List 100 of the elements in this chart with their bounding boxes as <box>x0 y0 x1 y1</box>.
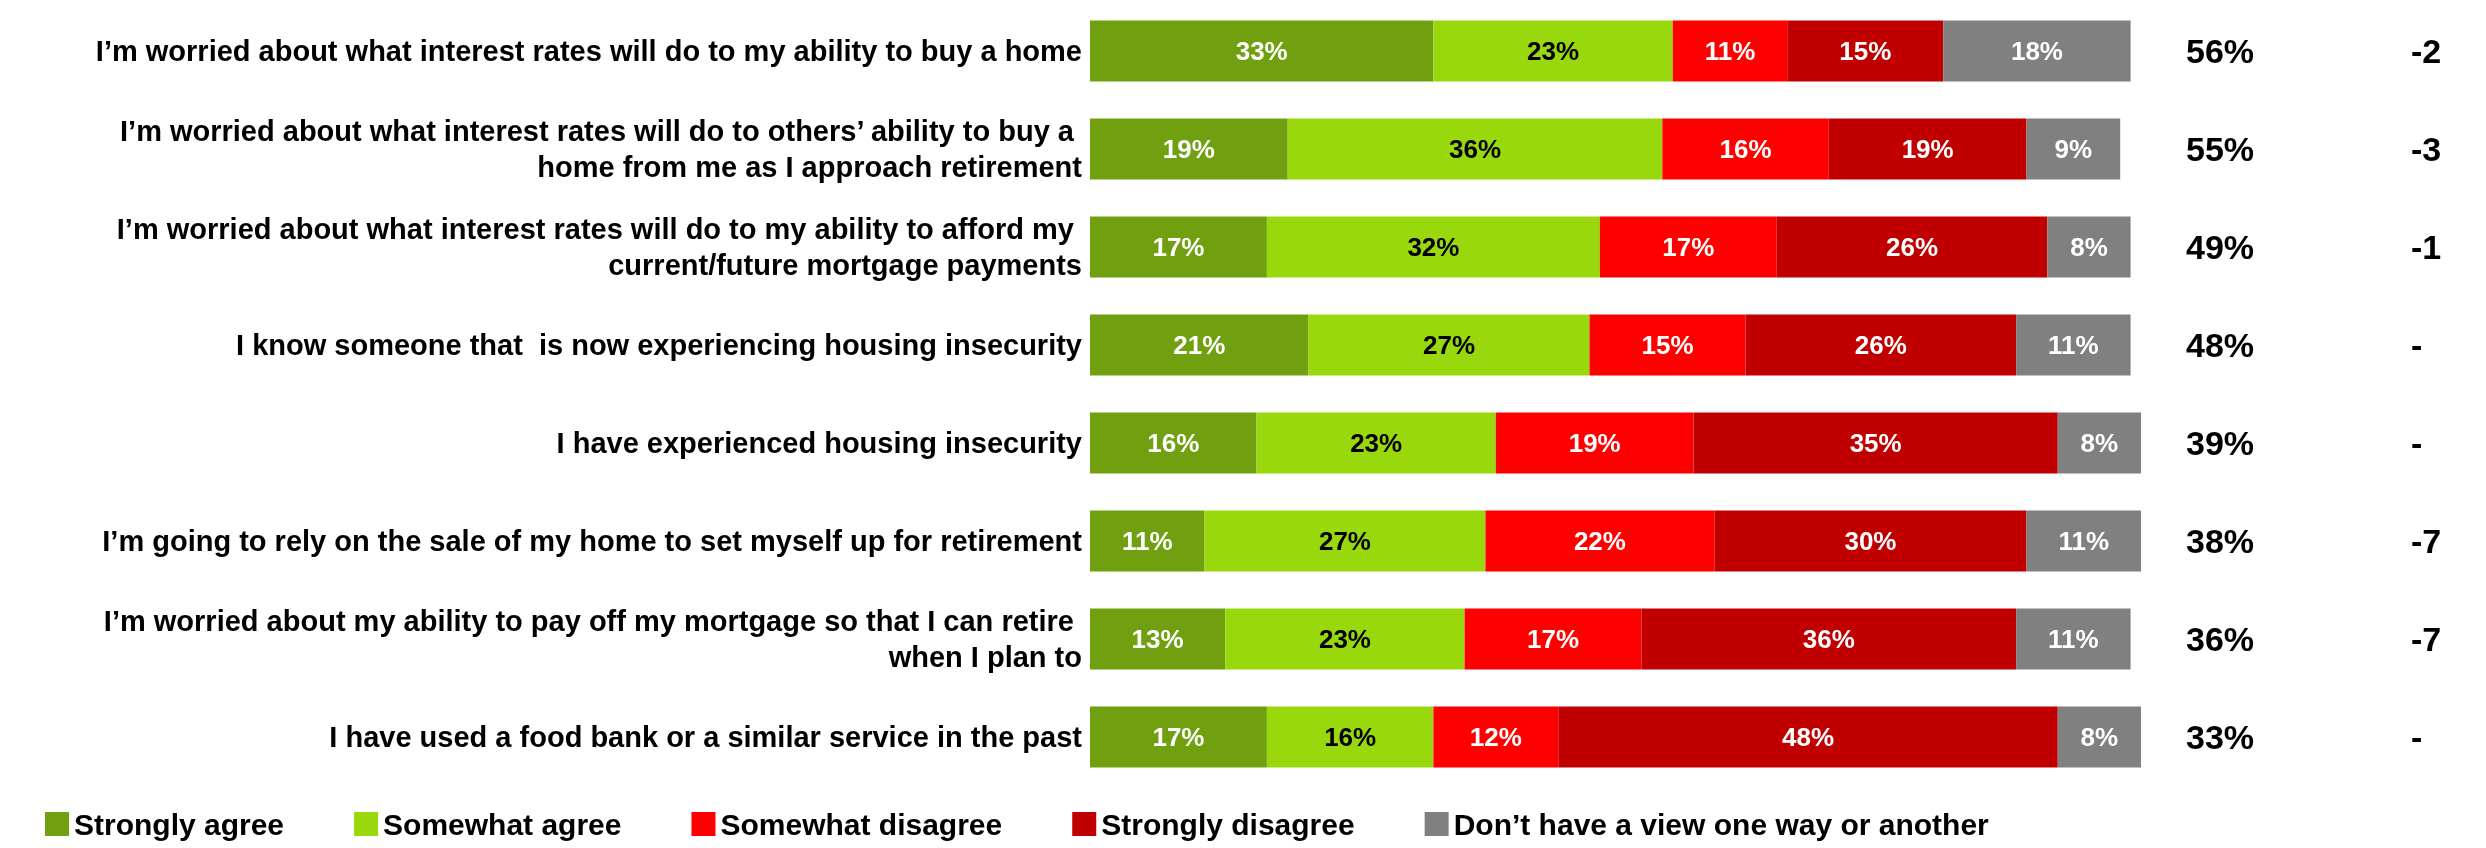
legend-label: Somewhat disagree <box>720 807 1003 841</box>
text: 36% <box>2186 620 2255 658</box>
bar <box>1256 412 1496 474</box>
bar <box>1090 314 1309 376</box>
text: - <box>2411 326 2423 364</box>
data-label: 17% <box>1152 722 1205 752</box>
bar <box>1090 510 1205 572</box>
text: -7 <box>2411 522 2442 560</box>
data-label: 35% <box>1849 428 1902 458</box>
bar <box>1090 412 1257 474</box>
bar <box>1287 118 1663 180</box>
data-label: 19% <box>1568 428 1621 458</box>
data-label: 36% <box>1802 624 1855 654</box>
bar <box>1828 118 2027 180</box>
bar <box>1433 20 1673 82</box>
y-tick-label: I’m worried about what interest rates will do to my ability to buy a home <box>95 35 1082 67</box>
bar <box>1090 118 1288 180</box>
text: -2 <box>2411 32 2442 70</box>
bar <box>1745 314 2017 376</box>
data-label: 23% <box>1350 428 1403 458</box>
y-tick-label: I’m worried about my ability to pay off my mortgage so that I can retire when I plan to <box>103 605 1082 673</box>
text: 39% <box>2186 424 2255 462</box>
data-label: 11% <box>2048 624 2099 654</box>
data-label: 13% <box>1131 624 1184 654</box>
data-label: 23% <box>1527 36 1580 66</box>
bar <box>1433 706 1559 768</box>
data-label: 27% <box>1422 330 1476 360</box>
bar <box>2016 314 2131 376</box>
data-label: 19% <box>1901 134 1954 164</box>
data-label: 36% <box>1449 134 1502 164</box>
data-label: 17% <box>1527 624 1580 654</box>
data-label: 23% <box>1318 624 1371 654</box>
text: -7 <box>2411 620 2442 658</box>
bar <box>2057 412 2141 474</box>
text: 48% <box>2186 326 2255 364</box>
bar <box>1714 510 2027 572</box>
bar <box>1787 20 1944 82</box>
data-label: 9% <box>2054 134 2093 164</box>
data-label: 21% <box>1173 330 1226 360</box>
data-label: 33% <box>1235 36 1288 66</box>
bar <box>2047 216 2131 278</box>
text: 49% <box>2186 228 2255 266</box>
bar <box>1308 314 1590 376</box>
y-tick-label: I’m worried about what interest rates will do to my ability to afford my current/future mortgage payments <box>116 213 1082 281</box>
data-label: 27% <box>1318 526 1371 556</box>
bar <box>1204 510 1486 572</box>
data-label: 15% <box>1641 330 1694 360</box>
data-label: 11% <box>2058 526 2110 556</box>
bar <box>1589 314 1746 376</box>
data-label: 32% <box>1407 232 1460 262</box>
bar <box>1090 216 1267 278</box>
data-label: 16% <box>1719 134 1772 164</box>
data-label: 16% <box>1147 428 1200 458</box>
bar <box>1090 608 1226 670</box>
text: 56% <box>2186 32 2255 70</box>
data-label: 17% <box>1152 232 1205 262</box>
bar <box>1090 20 1434 82</box>
data-label: 19% <box>1162 134 1215 164</box>
text: 55% <box>2186 130 2255 168</box>
bar <box>1266 706 1434 768</box>
bar <box>1558 706 2058 768</box>
bar <box>1495 412 1694 474</box>
data-label: 26% <box>1886 232 1939 262</box>
data-label: 22% <box>1573 526 1626 556</box>
data-label: 8% <box>2070 232 2108 262</box>
bar <box>1225 608 1465 670</box>
data-label: 12% <box>1469 722 1522 752</box>
text: -1 <box>2411 228 2442 266</box>
bar <box>2026 118 2121 180</box>
text: - <box>2411 718 2423 756</box>
y-tick-label: I have experienced housing insecurity <box>556 427 1082 459</box>
bar <box>1485 510 1715 572</box>
legend-label: Somewhat agree <box>383 807 622 841</box>
bar <box>1266 216 1600 278</box>
legend-label: Don’t have a view one way or another <box>1453 807 1990 841</box>
bar <box>2026 510 2141 572</box>
bar <box>1776 216 2048 278</box>
y-tick-label: I have used a food bank or a similar service in the past <box>329 721 1083 753</box>
bar <box>1672 20 1788 82</box>
data-label: 11% <box>1121 526 1173 556</box>
data-label: 8% <box>2080 428 2119 458</box>
data-label: 17% <box>1662 232 1715 262</box>
data-label: 18% <box>2010 36 2063 66</box>
bar <box>1641 608 2017 670</box>
y-tick-label: I know someone that is now experiencing housing insecurity <box>236 329 1082 361</box>
text: 38% <box>2186 522 2255 560</box>
bar <box>2016 608 2131 670</box>
text: -3 <box>2411 130 2442 168</box>
bar <box>1943 20 2131 82</box>
bar <box>1090 706 1267 768</box>
data-label: 15% <box>1839 36 1892 66</box>
bar <box>1693 412 2058 474</box>
data-label: 48% <box>1781 722 1835 752</box>
text: 33% <box>2186 718 2255 756</box>
data-label: 30% <box>1844 526 1897 556</box>
data-label: 11% <box>2048 330 2099 360</box>
bar <box>1662 118 1829 180</box>
bar <box>1599 216 1777 278</box>
y-tick-label: I’m worried about what interest rates will do to others’ ability to buy a home from me as I approach retirement <box>120 115 1083 183</box>
text: - <box>2411 424 2423 462</box>
